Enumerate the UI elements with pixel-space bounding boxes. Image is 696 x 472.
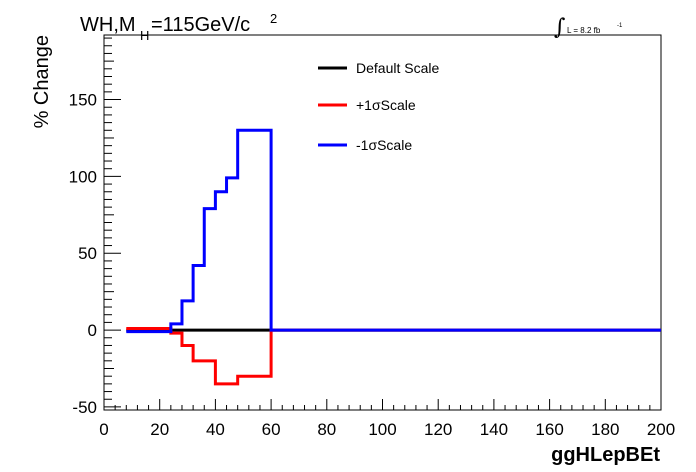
title-main: WH,M: [80, 14, 136, 36]
x-tick-label: 60: [262, 420, 281, 439]
title-superscript: 2: [270, 11, 277, 26]
y-axis: -50 0 50 100 150: [69, 37, 121, 417]
x-tick-label: 20: [150, 420, 169, 439]
legend: Default Scale +1σScale -1σScale: [318, 60, 439, 153]
y-tick-label: 100: [69, 167, 97, 186]
series-line-1: [126, 327, 661, 386]
x-tick-label: 160: [535, 420, 563, 439]
x-axis: 0 20 40 60 80 100 120 140 160 180 200: [99, 399, 675, 439]
title-value: =115GeV/c: [151, 14, 250, 36]
x-tick-label: 200: [647, 420, 675, 439]
luminosity-text: L = 8.2 fb: [567, 26, 601, 35]
y-tick-label: 150: [69, 91, 97, 110]
y-tick-label: 50: [78, 244, 97, 263]
luminosity-superscript: -1: [617, 23, 623, 29]
x-tick-label: 0: [99, 420, 108, 439]
luminosity-label: ∫ L = 8.2 fb -1: [554, 15, 623, 40]
legend-label-2: -1σScale: [356, 137, 412, 153]
x-axis-title: ggHLepBEt: [551, 444, 660, 466]
series-layer: [126, 128, 661, 386]
legend-label-1: +1σScale: [356, 97, 416, 113]
x-tick-label: 180: [591, 420, 619, 439]
x-tick-label: 140: [480, 420, 508, 439]
x-tick-label: 80: [317, 420, 336, 439]
x-tick-label: 120: [424, 420, 452, 439]
y-axis-title: % Change: [31, 35, 53, 128]
integral-symbol: ∫: [554, 15, 566, 40]
legend-label-0: Default Scale: [356, 60, 439, 76]
y-tick-label: 0: [88, 321, 97, 340]
y-tick-label: -50: [72, 398, 97, 417]
plot-frame: [103, 34, 662, 411]
x-tick-label: 40: [206, 420, 225, 439]
x-tick-label: 100: [368, 420, 396, 439]
series-line-2: [126, 128, 661, 334]
